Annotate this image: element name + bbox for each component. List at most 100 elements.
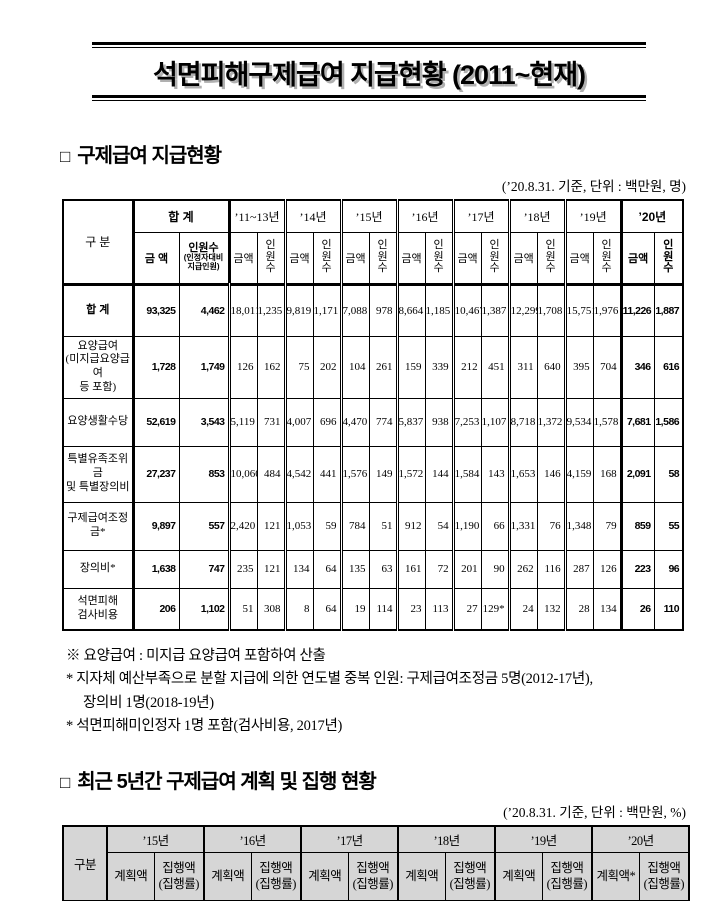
banner-top-rule xyxy=(92,42,646,45)
value-cell: 1,387 xyxy=(480,283,510,337)
value-cell: 144 xyxy=(424,445,454,503)
subheader-exec: 집행액 (집행률) xyxy=(347,852,399,901)
value-cell: 27,237 xyxy=(131,445,180,503)
value-cell: 9,897 xyxy=(131,501,180,551)
value-cell: 161 xyxy=(395,549,426,589)
value-cell: 59 xyxy=(312,501,342,551)
value-cell: 1,638 xyxy=(131,549,180,589)
value-cell: 52,619 xyxy=(131,397,180,447)
footnote: * 지자체 예산부족으로 분할 지급에 의한 연도별 중복 인원: 구제급여조정… xyxy=(66,671,593,688)
subheader-persons: 인 원 수 xyxy=(368,231,398,286)
benefit-table-row: 요양급여 (미지급요양급여 등 포함) 1,728 1,749 126 162 75 202… xyxy=(62,335,684,399)
value-cell: 116 xyxy=(536,549,566,589)
value-cell: 168 xyxy=(592,445,622,503)
col-header-year-19: ’19년 xyxy=(494,825,593,854)
value-cell: 9,819 xyxy=(283,283,314,337)
section1-heading: □ 구제급여 지급현황 xyxy=(60,139,726,168)
subheader-total-amount: 금 액 xyxy=(131,231,180,286)
col-header-year-20: ’20년 xyxy=(619,199,684,233)
value-cell: 774 xyxy=(368,397,398,447)
value-cell: 7,253 xyxy=(451,397,482,447)
footnote: * 석면피해미인정자 1명 포함(검사비용, 2017년) xyxy=(66,718,343,735)
table1-header-row-sub: 금 액 인원수 (인정자대비 지급인원) 금액 인 원 수 금액 인 원 수 금… xyxy=(63,231,684,286)
benefit-table-row: 석면피해 검사비용 206 1,102 51 308 8 64 19 114 23 113 27 129… xyxy=(62,587,684,631)
value-cell: 162 xyxy=(256,335,286,399)
subheader-plan: 계획액 xyxy=(106,852,155,901)
col-header-year-17: ’17년 xyxy=(451,199,510,233)
value-cell: 51 xyxy=(227,587,258,631)
value-cell: 3,543 xyxy=(178,397,231,447)
value-cell: 308 xyxy=(256,587,286,631)
value-cell: 110 xyxy=(653,587,684,631)
value-cell: 18,011 xyxy=(227,283,258,337)
table2-header-row-years: 구분 ’15년 ’16년 ’17년 ’18년 ’19년 ’20년 xyxy=(62,825,690,901)
value-cell: 1,728 xyxy=(131,335,180,399)
value-cell: 54 xyxy=(424,501,454,551)
value-cell: 1,235 xyxy=(256,283,286,337)
value-cell: 51 xyxy=(368,501,398,551)
square-bullet-icon: □ xyxy=(60,147,70,166)
value-cell: 1,102 xyxy=(178,587,231,631)
col-header-gubun: 구분 xyxy=(62,825,108,901)
value-cell: 27 xyxy=(451,587,482,631)
value-cell: 1,708 xyxy=(536,283,566,337)
value-cell: 1,572 xyxy=(395,445,426,503)
value-cell: 90 xyxy=(480,549,510,589)
col-header-year-16: ’16년 xyxy=(203,825,302,854)
subheader-amount: 금액 xyxy=(228,231,258,286)
value-cell: 134 xyxy=(592,587,622,631)
value-cell: 159 xyxy=(395,335,426,399)
value-cell: 26 xyxy=(619,587,655,631)
value-cell: 113 xyxy=(424,587,454,631)
value-cell: 28 xyxy=(563,587,594,631)
section2-heading: □ 최근 5년간 구제급여 계획 및 집행 현황 xyxy=(60,765,726,794)
value-cell: 202 xyxy=(312,335,342,399)
value-cell: 441 xyxy=(312,445,342,503)
subheader-total-persons-main: 인원수 xyxy=(188,242,219,255)
benefit-payment-table: 구 분 합 계 ’11~13년 ’14년 ’15년 ’16년 ’17년 ’18년… xyxy=(62,199,685,631)
value-cell: 64 xyxy=(312,549,342,589)
value-cell: 2,420 xyxy=(227,501,258,551)
col-header-year-18: ’18년 xyxy=(397,825,496,854)
footnote: 장의비 1명(2018-19년) xyxy=(83,694,214,711)
section1-unit-note: (’20.8.31. 기준, 단위 : 백만원, 명) xyxy=(501,179,686,194)
title-banner: 석면피해구제급여 지급현황 (2011~현재) xyxy=(92,42,646,101)
value-cell: 261 xyxy=(368,335,398,399)
benefit-table-row: 특별유족조위금 및 특별장의비27,23785310,0604844,54244… xyxy=(62,445,684,503)
value-cell: 11,226 xyxy=(619,283,655,337)
value-cell: 4,470 xyxy=(339,397,370,447)
value-cell: 912 xyxy=(395,501,426,551)
value-cell: 9,534 xyxy=(563,397,594,447)
value-cell: 1,107 xyxy=(480,397,510,447)
value-cell: 79 xyxy=(592,501,622,551)
value-cell: 731 xyxy=(256,397,286,447)
value-cell: 66 xyxy=(480,501,510,551)
value-cell: 1,653 xyxy=(507,445,538,503)
table1-header-row-years: 구 분 합 계 ’11~13년 ’14년 ’15년 ’16년 ’17년 ’18년… xyxy=(62,199,684,286)
value-cell: 64 xyxy=(312,587,342,631)
benefit-table-row: 장의비* 1,638 747 235 121 134 64 135 63 161 72 201 90 26… xyxy=(62,549,684,589)
subheader-amount: 금액 xyxy=(451,231,482,286)
value-cell: 132 xyxy=(536,587,566,631)
square-bullet-icon: □ xyxy=(60,772,70,792)
value-cell: 4,462 xyxy=(178,283,231,337)
subheader-persons: 인 원 수 xyxy=(312,231,342,286)
col-header-year-1113: ’11~13년 xyxy=(228,199,286,233)
value-cell: 1,576 xyxy=(339,445,370,503)
value-cell: 129* xyxy=(480,587,510,631)
col-header-total: 합 계 xyxy=(131,199,231,233)
value-cell: 8,718 xyxy=(507,397,538,447)
value-cell: 853 xyxy=(178,445,231,503)
value-cell: 121 xyxy=(256,549,286,589)
value-cell: 1,372 xyxy=(536,397,566,447)
value-cell: 339 xyxy=(424,335,454,399)
value-cell: 7,681 xyxy=(619,397,655,447)
subheader-plan: 계획액 xyxy=(397,852,446,901)
subheader-exec: 집행액 (집행률) xyxy=(153,852,205,901)
col-header-year-16: ’16년 xyxy=(395,199,454,233)
benefit-table-row: 요양생활수당 52,619 3,543 5,119 731 4,007 696 4,470 77… xyxy=(62,397,684,447)
value-cell: 484 xyxy=(256,445,286,503)
row-label: 석면피해 검사비용 xyxy=(62,587,134,631)
subheader-plan-20: 계획액* xyxy=(591,852,640,901)
value-cell: 4,159 xyxy=(563,445,594,503)
